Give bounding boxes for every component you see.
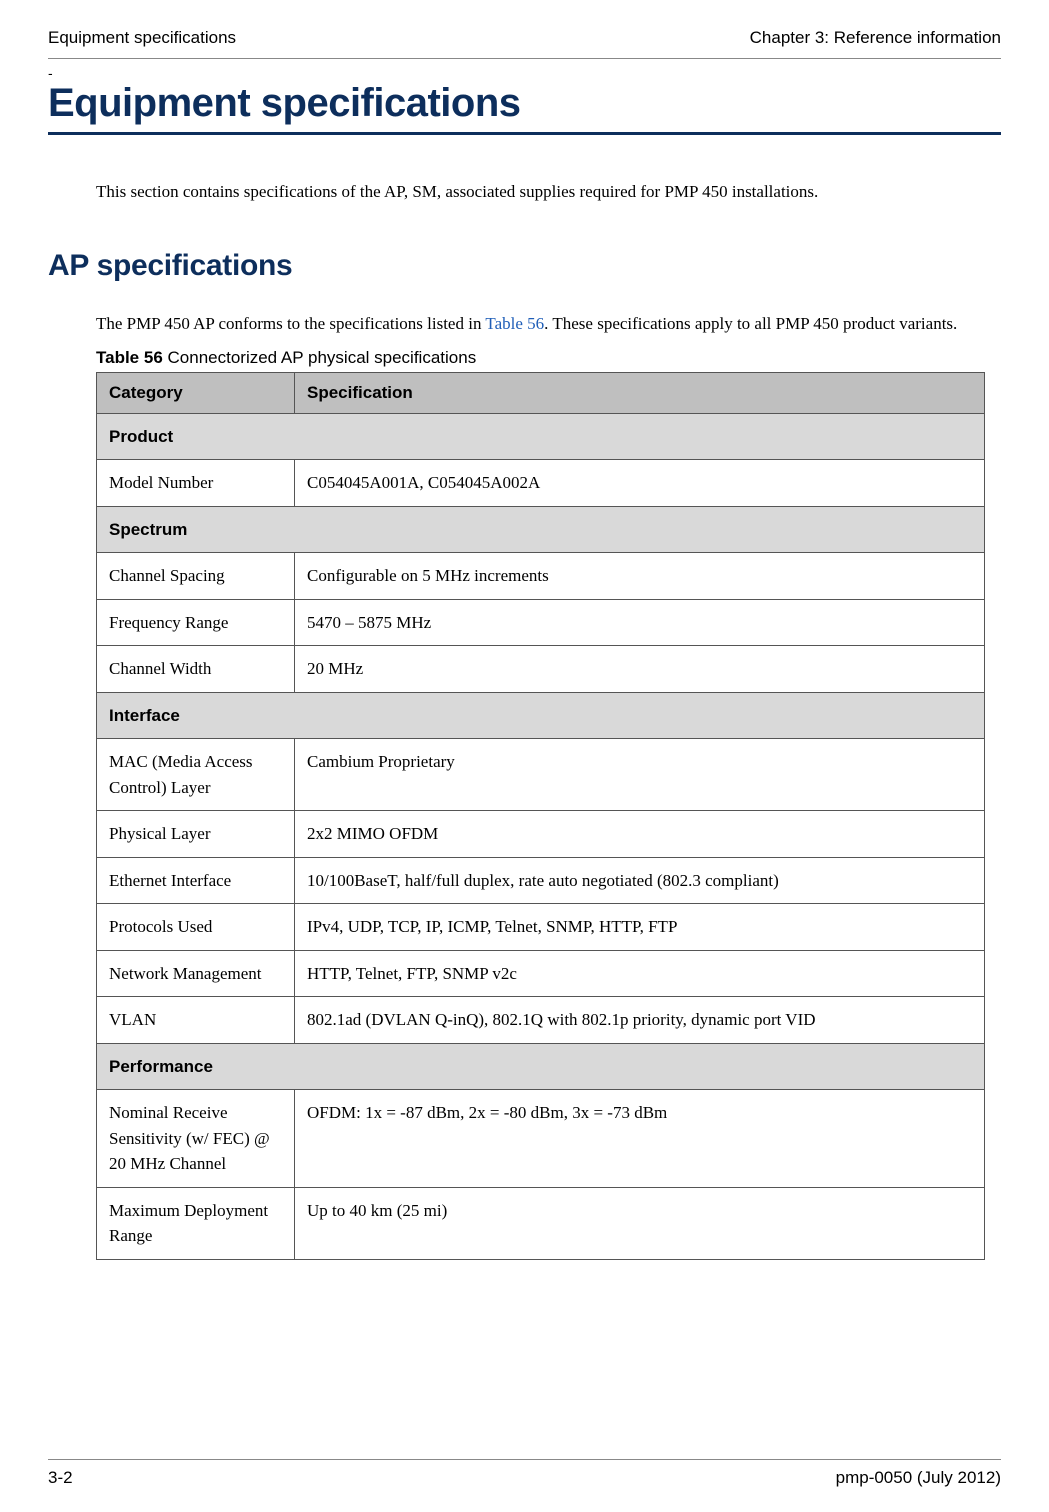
stray-dash: - <box>48 65 1001 81</box>
cell-spec: 802.1ad (DVLAN Q-inQ), 802.1Q with 802.1… <box>295 997 985 1044</box>
table-row: Frequency Range5470 – 5875 MHz <box>97 599 985 646</box>
footer-right: pmp-0050 (July 2012) <box>836 1468 1001 1488</box>
table-header-row: Category Specification <box>97 372 985 413</box>
cell-spec: C054045A001A, C054045A002A <box>295 460 985 507</box>
cell-category: Ethernet Interface <box>97 857 295 904</box>
caption-rest: Connectorized AP physical specifications <box>163 348 476 367</box>
title-wrap: Equipment specifications <box>48 81 1001 135</box>
table-caption: Table 56 Connectorized AP physical speci… <box>96 348 1001 368</box>
cell-spec: Up to 40 km (25 mi) <box>295 1187 985 1259</box>
table-row: Maximum Deployment RangeUp to 40 km (25 … <box>97 1187 985 1259</box>
cell-spec: 20 MHz <box>295 646 985 693</box>
cell-spec: OFDM: 1x = -87 dBm, 2x = -80 dBm, 3x = -… <box>295 1090 985 1188</box>
cell-spec: IPv4, UDP, TCP, IP, ICMP, Telnet, SNMP, … <box>295 904 985 951</box>
cell-spec: Cambium Proprietary <box>295 739 985 811</box>
table-row: MAC (Media Access Control) LayerCambium … <box>97 739 985 811</box>
table-ref-link[interactable]: Table 56 <box>485 314 544 333</box>
cell-category: MAC (Media Access Control) Layer <box>97 739 295 811</box>
body-pre: The PMP 450 AP conforms to the specifica… <box>96 314 485 333</box>
footer-rule <box>48 1459 1001 1460</box>
table-row: Nominal Receive Sensitivity (w/ FEC) @ 2… <box>97 1090 985 1188</box>
header-right: Chapter 3: Reference information <box>750 28 1001 48</box>
table-section-cell: Spectrum <box>97 506 985 553</box>
intro-text: This section contains specifications of … <box>96 179 953 205</box>
section-heading: AP specifications <box>48 249 1001 283</box>
page-header: Equipment specifications Chapter 3: Refe… <box>48 28 1001 48</box>
table-row: Protocols UsedIPv4, UDP, TCP, IP, ICMP, … <box>97 904 985 951</box>
cell-category: Model Number <box>97 460 295 507</box>
cell-category: Frequency Range <box>97 599 295 646</box>
table-row: Physical Layer2x2 MIMO OFDM <box>97 811 985 858</box>
cell-category: Physical Layer <box>97 811 295 858</box>
table-row: Ethernet Interface10/100BaseT, half/full… <box>97 857 985 904</box>
section-body: The PMP 450 AP conforms to the specifica… <box>96 311 1001 337</box>
cell-category: Channel Width <box>97 646 295 693</box>
footer-left: 3-2 <box>48 1468 73 1488</box>
table-row: Channel SpacingConfigurable on 5 MHz inc… <box>97 553 985 600</box>
table-row: Model NumberC054045A001A, C054045A002A <box>97 460 985 507</box>
table-row: VLAN802.1ad (DVLAN Q-inQ), 802.1Q with 8… <box>97 997 985 1044</box>
table-section-row: Performance <box>97 1043 985 1090</box>
cell-category: Maximum Deployment Range <box>97 1187 295 1259</box>
table-section-cell: Product <box>97 413 985 460</box>
cell-spec: 5470 – 5875 MHz <box>295 599 985 646</box>
table-section-row: Interface <box>97 692 985 739</box>
cell-category: VLAN <box>97 997 295 1044</box>
cell-spec: Configurable on 5 MHz increments <box>295 553 985 600</box>
cell-category: Network Management <box>97 950 295 997</box>
table-row: Network ManagementHTTP, Telnet, FTP, SNM… <box>97 950 985 997</box>
body-post: . These specifications apply to all PMP … <box>544 314 957 333</box>
cell-spec: 10/100BaseT, half/full duplex, rate auto… <box>295 857 985 904</box>
cell-category: Nominal Receive Sensitivity (w/ FEC) @ 2… <box>97 1090 295 1188</box>
col-header-spec: Specification <box>295 372 985 413</box>
cell-spec: HTTP, Telnet, FTP, SNMP v2c <box>295 950 985 997</box>
table-section-cell: Performance <box>97 1043 985 1090</box>
page-title: Equipment specifications <box>48 81 1001 126</box>
cell-category: Protocols Used <box>97 904 295 951</box>
table-row: Channel Width20 MHz <box>97 646 985 693</box>
cell-category: Channel Spacing <box>97 553 295 600</box>
col-header-category: Category <box>97 372 295 413</box>
page-footer: 3-2 pmp-0050 (July 2012) <box>48 1459 1001 1488</box>
header-rule <box>48 58 1001 59</box>
table-section-cell: Interface <box>97 692 985 739</box>
table-section-row: Spectrum <box>97 506 985 553</box>
spec-table: Category Specification ProductModel Numb… <box>96 372 985 1260</box>
caption-bold: Table 56 <box>96 348 163 367</box>
table-section-row: Product <box>97 413 985 460</box>
header-left: Equipment specifications <box>48 28 236 48</box>
cell-spec: 2x2 MIMO OFDM <box>295 811 985 858</box>
